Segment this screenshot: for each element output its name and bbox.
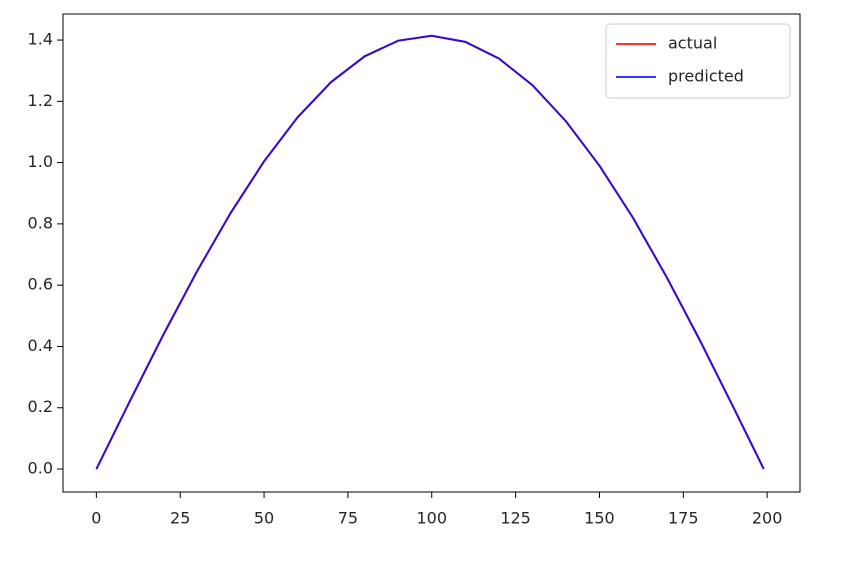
x-tick-label: 75	[338, 509, 358, 528]
x-tick-label: 100	[416, 509, 447, 528]
legend-box	[605, 23, 791, 99]
x-tick-label: 50	[254, 509, 274, 528]
x-tick-label: 175	[668, 509, 699, 528]
x-tick-label: 125	[500, 509, 531, 528]
y-tick-label: 0.4	[28, 336, 53, 355]
series-line	[95, 34, 765, 470]
y-tick-label: 0.8	[28, 213, 53, 232]
legend-label: predicted	[668, 67, 744, 86]
plot-frame	[62, 13, 801, 493]
y-tick-label: 0.0	[28, 459, 53, 478]
y-tick-label: 1.2	[28, 91, 53, 110]
x-tick-label: 200	[752, 509, 783, 528]
series-line	[95, 34, 765, 470]
y-tick-label: 1.0	[28, 152, 53, 171]
y-tick-label: 0.2	[28, 397, 53, 416]
legend-label: actual	[668, 34, 717, 53]
x-tick-label: 0	[91, 509, 101, 528]
x-tick-label: 25	[170, 509, 190, 528]
x-tick-label: 150	[584, 509, 615, 528]
y-tick-label: 0.6	[28, 275, 53, 294]
y-tick-label: 1.4	[28, 30, 53, 49]
